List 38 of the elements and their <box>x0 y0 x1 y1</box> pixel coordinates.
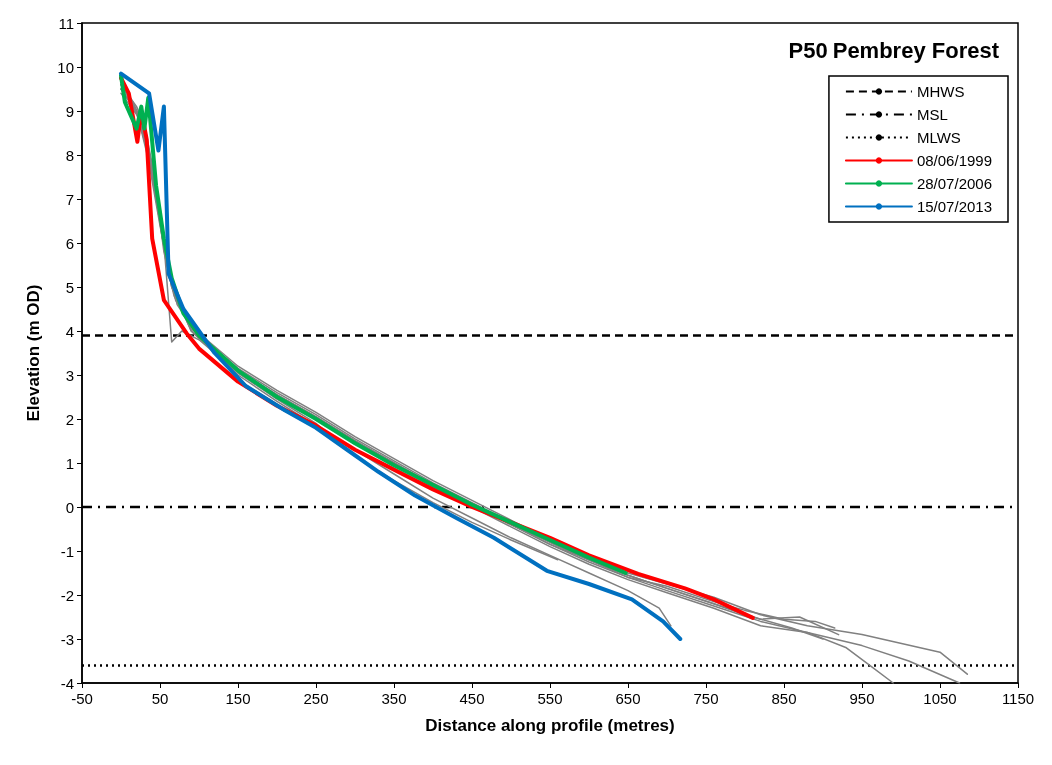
y-tick-label: 9 <box>65 102 74 120</box>
y-tick-label: 0 <box>65 498 74 516</box>
x-tick-label: 1050 <box>923 690 957 707</box>
y-tick-label: 8 <box>65 146 74 164</box>
text: P50 Pembrey Forest <box>788 37 1000 63</box>
y-tick-label: 3 <box>65 366 74 384</box>
x-tick-label: 250 <box>303 690 329 707</box>
y-tick-label: 10 <box>57 58 74 76</box>
legend-label: 15/07/2013 <box>916 198 992 215</box>
x-tick-label: 150 <box>225 690 251 707</box>
y-tick-label: 6 <box>65 234 74 252</box>
y-tick-label: 1 <box>65 454 74 472</box>
legend-label: MHWS <box>916 83 965 100</box>
y-tick-label: 11 <box>58 14 74 32</box>
y-tick-label: 2 <box>65 410 74 428</box>
x-tick-label: 50 <box>151 690 169 707</box>
x-axis-title: Distance along profile (metres) <box>425 716 675 735</box>
legend-label: 28/07/2006 <box>916 175 992 192</box>
x-tick-label: -50 <box>71 690 93 707</box>
x-tick-label: 550 <box>537 690 563 707</box>
legend-label: MLWS <box>916 129 961 146</box>
x-tick-label: 650 <box>615 690 641 707</box>
y-tick-label: -1 <box>60 542 74 560</box>
x-tick-label: 450 <box>459 690 485 707</box>
x-tick-label: 750 <box>693 690 719 707</box>
y-tick-label: -2 <box>60 586 74 604</box>
x-tick-label: 350 <box>381 690 407 707</box>
y-tick-label: 7 <box>65 190 74 208</box>
y-tick-label: -4 <box>60 674 74 692</box>
x-tick-label: 950 <box>849 690 875 707</box>
y-axis-title: Elevation (m OD) <box>24 284 43 422</box>
y-tick-label: 5 <box>65 278 74 296</box>
y-tick-label: -3 <box>60 630 74 648</box>
x-tick-label: 850 <box>771 690 797 707</box>
legend-label: MSL <box>916 106 948 123</box>
x-tick-label: 1150 <box>1001 690 1035 707</box>
y-tick-label: 4 <box>65 322 74 340</box>
legend-label: 08/06/1999 <box>916 152 992 169</box>
